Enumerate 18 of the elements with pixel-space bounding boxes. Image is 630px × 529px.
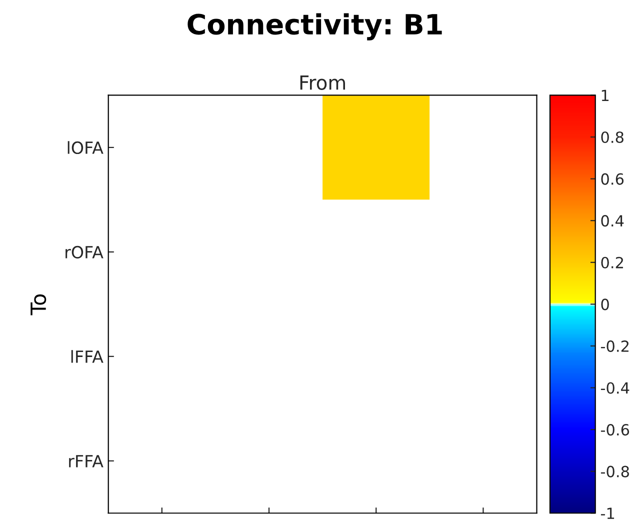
color-bar-label: 0.4 [601,215,624,227]
color-bar-label: -1 [600,508,614,519]
chart-title: Connectivity: B1 [188,13,442,40]
color-bar-label: -0.2 [600,340,628,352]
y-axis-title: To [30,294,46,316]
color-bar-label: 0 [601,298,609,310]
color-bar-label: -0.8 [600,466,629,478]
color-bar-label: -0.6 [600,424,630,436]
y-tick-label: rOFA [66,246,104,259]
color-bar-label: 1 [602,90,609,102]
color-bar-label: -0.4 [600,382,630,394]
y-tick-label: lOFA [68,141,104,154]
color-bar-label: 0.8 [601,131,624,144]
color-bar-label: 0.2 [601,256,623,268]
color-bar-label: 0.6 [601,173,624,185]
y-tick-label: lFFA [71,350,104,363]
x-axis-title: From [300,75,345,90]
y-tick-label: rFFA [69,455,104,468]
